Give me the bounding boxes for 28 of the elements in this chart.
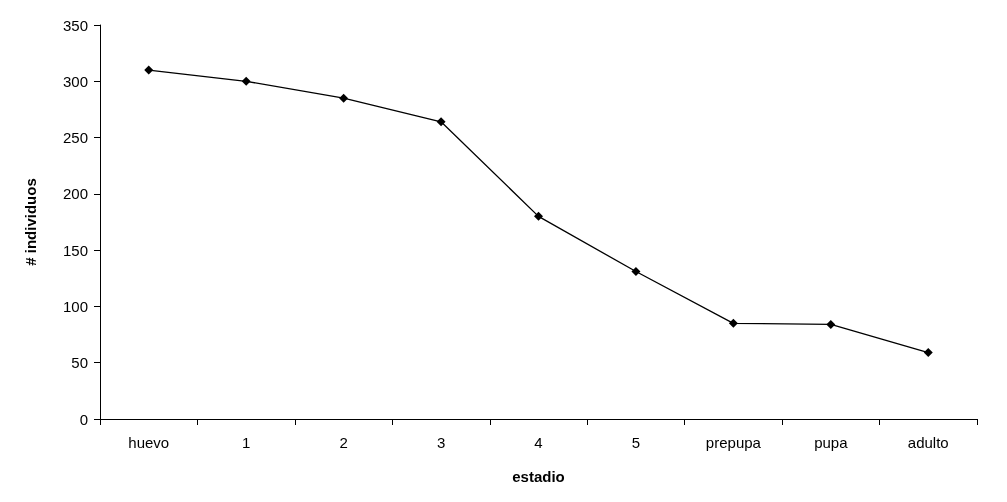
y-tick-label: 200 [62, 185, 88, 203]
y-axis-title: # individuos [22, 178, 39, 266]
point [923, 348, 933, 358]
x-tick-label: 4 [534, 434, 543, 451]
point [436, 117, 446, 127]
point [339, 93, 349, 103]
x-tick-label: adulto [907, 434, 949, 451]
y-tick-label: 300 [62, 72, 88, 90]
x-tick-label: 2 [339, 434, 348, 451]
point [241, 76, 251, 86]
x-tick-label: 1 [241, 434, 251, 451]
point [728, 318, 738, 328]
x-tick-label: pupa [814, 434, 849, 451]
x-tick-label: huevo [128, 434, 170, 451]
y-tick-label: 50 [71, 354, 88, 372]
x-tick-label: 5 [631, 434, 641, 451]
y-tick-label: 250 [62, 129, 88, 147]
y-tick-label: 0 [79, 410, 88, 428]
point [631, 267, 641, 277]
y-tick-label: 350 [62, 16, 88, 34]
point [826, 319, 836, 329]
point [534, 211, 543, 221]
x-axis-title: estadio [512, 468, 565, 485]
point [144, 65, 154, 75]
y-tick-label: 150 [62, 241, 88, 259]
x-tick-label: 3 [436, 434, 446, 451]
y-tick-label: 100 [62, 297, 88, 315]
x-tick-label: prepupa [705, 434, 762, 451]
